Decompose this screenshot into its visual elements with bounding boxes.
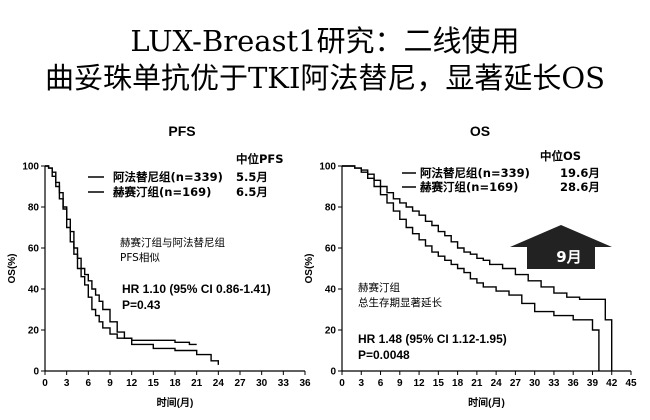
pfs-legend-herceptin: 赫赛汀组(n=169) (113, 185, 211, 199)
pfs-x-tick-label: 9 (107, 378, 113, 389)
pfs-x-tick-label: 27 (234, 378, 246, 389)
os-panel-title: OS (470, 123, 490, 139)
pfs-panel-title: PFS (168, 123, 195, 139)
pfs-x-tick-label: 6 (86, 378, 92, 389)
os-legend-herceptin: 赫赛汀组(n=169) (420, 180, 518, 194)
os-legend-afatinib: 阿法替尼组(n=339) (420, 166, 530, 180)
os-annotation-line1: 赫赛汀组 (358, 281, 400, 294)
pfs-annotation-line1: 赫赛汀组与阿法替尼组 (120, 236, 225, 249)
os-x-tick-label: 36 (568, 378, 580, 389)
pfs-y-axis-label: OS(%) (7, 254, 18, 284)
os-x-tick-label: 30 (529, 378, 541, 389)
pfs-y-tick-label: 20 (28, 326, 40, 337)
os-annotation-line2: 总生存期显著延长 (358, 296, 442, 309)
os-y-tick-label: 60 (325, 244, 337, 255)
os-x-tick-label: 45 (625, 378, 637, 389)
pfs-x-tick-label: 30 (256, 378, 268, 389)
os-median-afatinib: 19.6月 (560, 166, 600, 180)
os-y-tick-label: 20 (325, 326, 337, 337)
pfs-x-tick-label: 21 (191, 378, 203, 389)
os-p-value: P=0.0048 (358, 348, 410, 362)
pfs-x-tick-label: 33 (278, 378, 290, 389)
pfs-y-tick-label: 0 (33, 367, 39, 378)
os-y-tick-label: 0 (330, 367, 336, 378)
pfs-hazard-ratio: HR 1.10 (95% CI 0.86-1.41) (122, 282, 271, 296)
os-x-tick-label: 24 (491, 378, 503, 389)
pfs-x-tick-label: 15 (148, 378, 160, 389)
pfs-x-tick-label: 12 (126, 378, 138, 389)
os-x-axis-label: 时间(月) (468, 396, 505, 409)
pfs-y-tick-label: 60 (28, 244, 40, 255)
pfs-y-tick-label: 80 (28, 203, 40, 214)
os-x-tick-label: 21 (471, 378, 483, 389)
pfs-curve-herceptin (45, 165, 197, 346)
pfs-x-tick-label: 24 (213, 378, 225, 389)
pfs-x-tick-label: 36 (299, 378, 311, 389)
os-y-tick-label: 100 (319, 162, 336, 173)
pfs-median-afatinib: 5.5月 (236, 170, 268, 184)
pfs-y-tick-label: 40 (28, 285, 40, 296)
pfs-p-value: P=0.43 (122, 298, 161, 312)
os-x-tick-label: 18 (452, 378, 464, 389)
pfs-annotation-line2: PFS相似 (120, 251, 160, 264)
pfs-x-axis-label: 时间(月) (157, 396, 194, 409)
os-x-tick-label: 33 (548, 378, 560, 389)
improvement-arrow-shape (510, 225, 612, 269)
pfs-x-tick-label: 18 (169, 378, 181, 389)
pfs-legend-afatinib: 阿法替尼组(n=339) (113, 170, 223, 184)
os-x-tick-label: 27 (510, 378, 522, 389)
os-x-tick-label: 12 (414, 378, 426, 389)
pfs-y-tick-label: 100 (22, 162, 39, 173)
os-legend-header: 中位OS (540, 149, 581, 163)
os-x-tick-label: 9 (397, 378, 403, 389)
os-x-tick-label: 0 (339, 378, 345, 389)
improvement-arrow-label: 9月 (556, 248, 581, 266)
pfs-x-tick-label: 0 (42, 378, 48, 389)
os-curve-herceptin (342, 165, 613, 371)
os-y-tick-label: 80 (325, 203, 337, 214)
pfs-median-herceptin: 6.5月 (236, 185, 268, 199)
os-x-tick-label: 3 (358, 378, 364, 389)
slide-title-line1: LUX-Breast1研究：二线使用 (130, 24, 520, 58)
os-hazard-ratio: HR 1.48 (95% CI 1.12-1.95) (358, 332, 507, 346)
os-median-herceptin: 28.6月 (560, 180, 600, 194)
slide-title-line2: 曲妥珠单抗优于TKI阿法替尼，显著延长OS (44, 61, 606, 95)
os-x-tick-label: 15 (433, 378, 445, 389)
pfs-legend-header: 中位PFS (236, 152, 284, 166)
os-x-tick-label: 39 (587, 378, 599, 389)
os-x-tick-label: 42 (606, 378, 618, 389)
os-curve-afatinib (342, 165, 600, 371)
os-y-axis-label: OS(%) (304, 254, 315, 284)
pfs-x-tick-label: 3 (64, 378, 70, 389)
os-x-tick-label: 6 (378, 378, 384, 389)
os-y-tick-label: 40 (325, 285, 337, 296)
